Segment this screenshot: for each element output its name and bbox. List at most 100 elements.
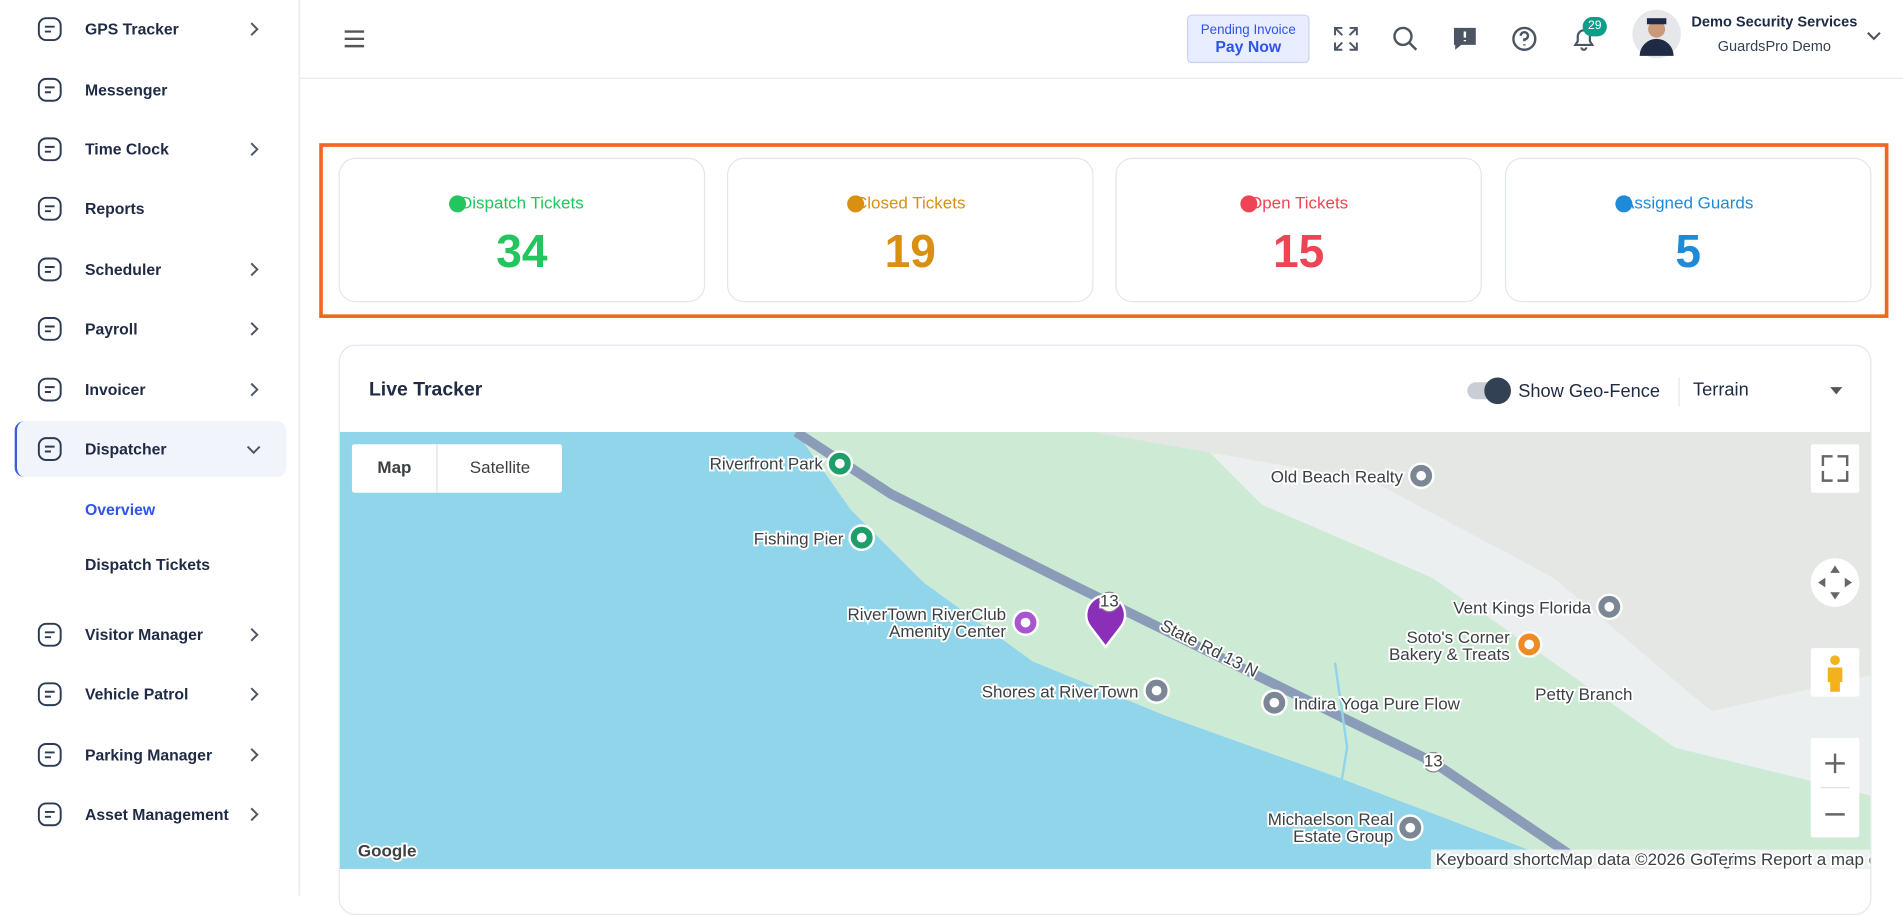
nav-icon bbox=[37, 257, 62, 282]
nav-icon bbox=[37, 77, 62, 102]
chevron-path bbox=[250, 322, 259, 336]
pin-dot bbox=[834, 458, 845, 469]
map-label: Vent Kings Florida bbox=[1453, 599, 1591, 618]
stat-icon bbox=[1615, 195, 1633, 213]
pan-control[interactable] bbox=[1810, 558, 1860, 607]
nav-icon bbox=[37, 682, 62, 707]
stat-icon bbox=[1240, 195, 1258, 213]
select-caret[interactable] bbox=[1829, 386, 1844, 396]
stat-icon bbox=[449, 195, 467, 213]
map-label: 13 bbox=[1424, 752, 1443, 771]
nav-icon bbox=[37, 742, 62, 767]
map-label: Shores at RiverTown bbox=[982, 682, 1139, 701]
menu-button[interactable] bbox=[342, 27, 366, 51]
chevron-path bbox=[250, 807, 259, 822]
chevron-path bbox=[250, 22, 259, 36]
nav-icon bbox=[37, 137, 62, 162]
map-label: Map bbox=[377, 458, 411, 477]
nav-item[interactable]: Scheduler bbox=[84, 260, 162, 279]
nav-item[interactable]: Parking Manager bbox=[84, 745, 213, 764]
chevron-path bbox=[250, 748, 259, 762]
chevron bbox=[250, 382, 259, 397]
nav-item[interactable]: Reports bbox=[84, 199, 145, 218]
chevron-path bbox=[250, 687, 259, 701]
icon-detail bbox=[44, 386, 55, 393]
icon-detail bbox=[44, 86, 55, 94]
chevron bbox=[250, 142, 259, 157]
pin-dot bbox=[1020, 617, 1031, 628]
chevron-path bbox=[250, 142, 259, 157]
icon-detail bbox=[44, 810, 55, 818]
map-label: Petty Branch bbox=[1535, 685, 1632, 704]
map-label: 13 bbox=[1100, 591, 1119, 610]
map-label: Report a map error bbox=[1761, 850, 1871, 869]
stat-value: 34 bbox=[496, 226, 548, 278]
geo-fence-toggle[interactable] bbox=[1467, 377, 1511, 405]
submenu-item[interactable]: Dispatch Tickets bbox=[84, 555, 211, 574]
search-icon[interactable] bbox=[1392, 25, 1419, 52]
user-menu-caret[interactable] bbox=[1865, 30, 1882, 42]
map-label: Map data ©2026 Google bbox=[1560, 850, 1745, 869]
map-label: Soto's Corner bbox=[1406, 628, 1510, 647]
nav-item[interactable]: Vehicle Patrol bbox=[84, 685, 189, 704]
invoice-button[interactable]: Pending Invoice Pay Now bbox=[1186, 14, 1310, 64]
chevron bbox=[246, 445, 261, 455]
map-label: RiverTown RiverClub bbox=[848, 605, 1007, 624]
chevron-path bbox=[250, 262, 259, 277]
icon-detail bbox=[44, 445, 55, 453]
icon-shape bbox=[37, 622, 62, 647]
stat-card: Dispatch Tickets 34 bbox=[338, 157, 706, 303]
icon-shape bbox=[37, 196, 62, 221]
stat-label: Assigned Guards bbox=[1623, 192, 1754, 213]
nav-item[interactable]: Payroll bbox=[84, 319, 138, 339]
chevron-path bbox=[246, 445, 261, 455]
icon-detail bbox=[44, 751, 55, 759]
nav-icon bbox=[37, 377, 62, 402]
pin-dot bbox=[856, 532, 867, 543]
pin-dot bbox=[1416, 470, 1427, 481]
tracker-title: Live Tracker bbox=[368, 379, 483, 401]
stat-card: Assigned Guards 5 bbox=[1504, 157, 1872, 303]
submenu-item[interactable]: Overview bbox=[84, 500, 156, 519]
map-label: Google bbox=[358, 841, 417, 860]
nav-item[interactable]: Dispatcher bbox=[84, 439, 167, 459]
nav-icon bbox=[37, 17, 62, 42]
nav-icon bbox=[37, 802, 62, 827]
company-name: Demo Security Services bbox=[1691, 13, 1858, 31]
map-label: Riverfront Park bbox=[710, 454, 824, 473]
nav-item[interactable]: Visitor Manager bbox=[84, 625, 204, 644]
stat-card: Open Tickets 15 bbox=[1115, 157, 1482, 303]
chevron bbox=[250, 748, 259, 762]
nav-item[interactable]: Time Clock bbox=[84, 140, 169, 159]
icon-detail bbox=[44, 325, 55, 333]
fullscreen-control[interactable] bbox=[1810, 444, 1860, 493]
road-shield bbox=[1098, 591, 1120, 613]
icon-shape bbox=[37, 682, 62, 707]
nav-item[interactable]: GPS Tracker bbox=[84, 20, 179, 39]
stat-value: 19 bbox=[884, 226, 936, 278]
nav-item[interactable]: Asset Management bbox=[84, 805, 229, 824]
tracker-card: Live Tracker Show Geo-Fence Terrain Rive… bbox=[338, 344, 1872, 915]
icon-detail bbox=[44, 266, 55, 273]
app: GPS Tracker Messenger Time Clock Reports Sch… bbox=[14, 0, 1903, 915]
map[interactable]: Riverfront Park Fishing Pier Old Beach Rea… bbox=[339, 432, 1872, 869]
map-label: Michaelson Real bbox=[1268, 810, 1394, 829]
avatar[interactable] bbox=[1632, 9, 1681, 59]
map-label: Indira Yoga Pure Flow bbox=[1294, 695, 1461, 714]
nav-item[interactable]: Messenger bbox=[84, 80, 168, 99]
icon-shape bbox=[37, 257, 62, 282]
icon-shape bbox=[37, 317, 62, 341]
icon-detail bbox=[44, 631, 55, 639]
map-label: Old Beach Realty bbox=[1271, 468, 1404, 487]
stat-icon bbox=[847, 195, 865, 213]
map-label: Estate Group bbox=[1293, 827, 1393, 846]
feedback-icon[interactable] bbox=[1452, 25, 1479, 52]
chevron bbox=[250, 22, 259, 36]
pin-dot bbox=[1604, 601, 1615, 612]
fullscreen-icon[interactable] bbox=[1333, 25, 1360, 52]
nav-icon bbox=[37, 622, 62, 647]
pin-dot bbox=[1269, 697, 1280, 708]
map-style-select[interactable]: Terrain bbox=[1693, 379, 1749, 401]
nav-item[interactable]: Invoicer bbox=[84, 380, 146, 399]
help-icon[interactable] bbox=[1511, 25, 1538, 52]
